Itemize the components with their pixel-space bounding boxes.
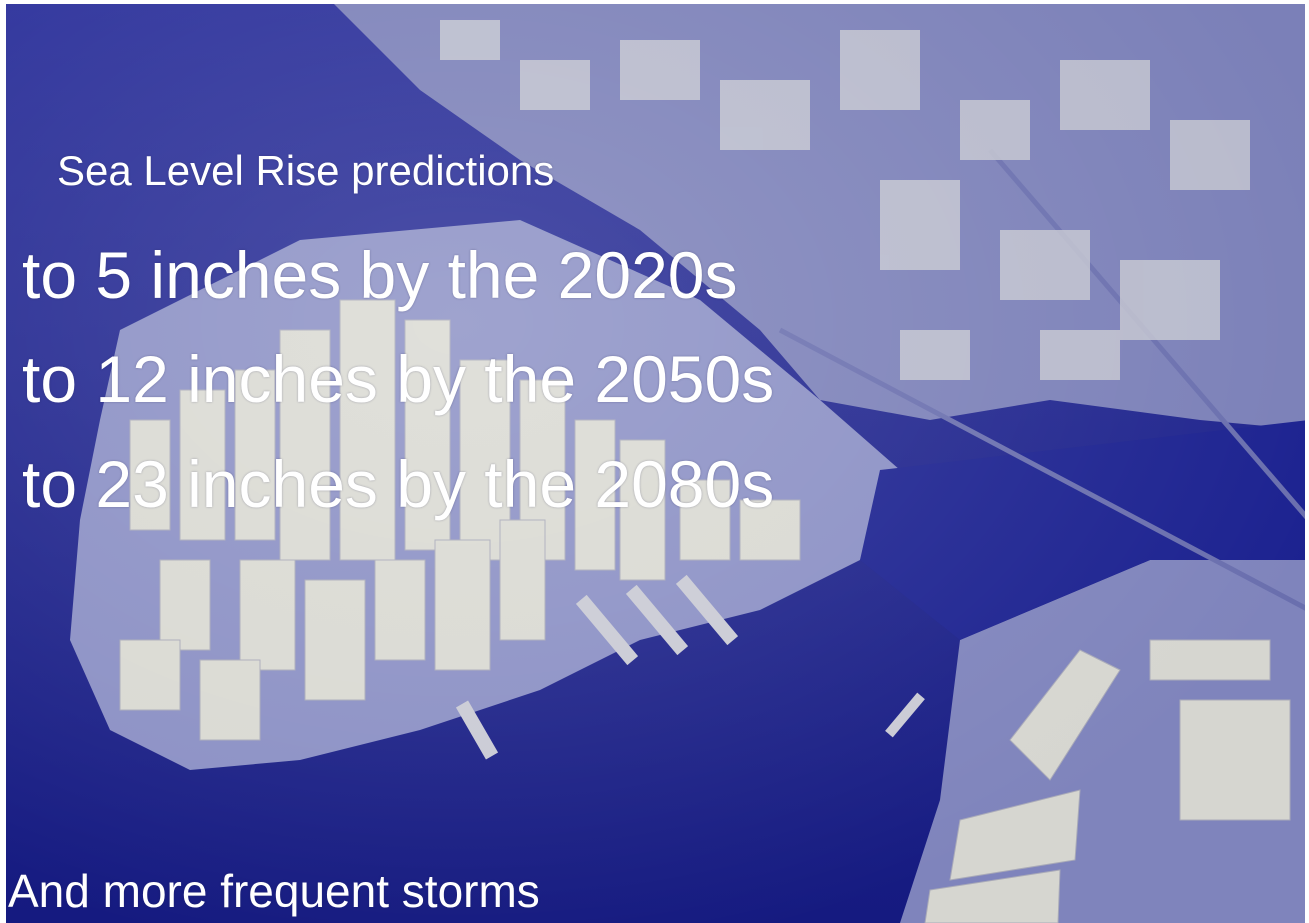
slide-subtitle: Sea Level Rise predictions: [57, 147, 555, 194]
prediction-line-2050s: to 12 inches by the 2050s: [22, 342, 775, 416]
prediction-line-2020s: to 5 inches by the 2020s: [22, 238, 738, 312]
prediction-line-2080s: to 23 inches by the 2080s: [22, 447, 775, 521]
slide-footer: And more frequent storms: [8, 865, 540, 917]
